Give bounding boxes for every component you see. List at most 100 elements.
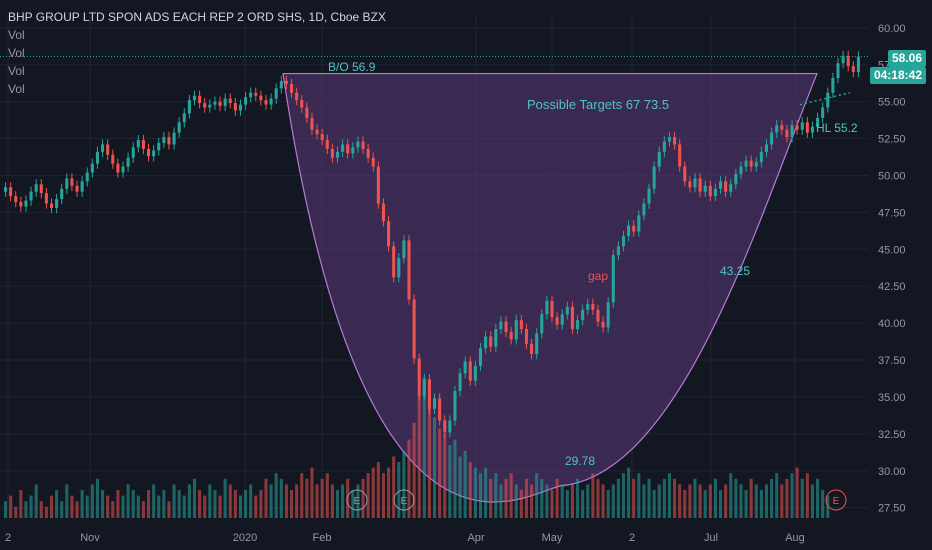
candle-body bbox=[65, 178, 69, 189]
y-tick-label: 60.00 bbox=[878, 23, 906, 35]
volume-bar bbox=[315, 484, 319, 518]
volume-bar bbox=[300, 473, 304, 518]
volume-bar bbox=[14, 506, 18, 518]
candle-body bbox=[775, 125, 779, 133]
study-label-vol[interactable]: Vol bbox=[8, 64, 25, 78]
candle-body bbox=[443, 420, 447, 433]
volume-bar bbox=[647, 478, 651, 518]
candle-body bbox=[9, 187, 13, 197]
candle-body bbox=[376, 166, 380, 204]
study-label-vol[interactable]: Vol bbox=[8, 82, 25, 96]
candle-body bbox=[249, 92, 253, 98]
candle-body bbox=[621, 235, 626, 247]
volume-bar bbox=[356, 484, 360, 518]
volume-bar bbox=[468, 462, 472, 518]
volume-bar bbox=[754, 484, 758, 518]
y-tick-label: 30.00 bbox=[878, 466, 906, 478]
candle-body bbox=[85, 172, 89, 182]
volume-bar bbox=[453, 439, 457, 518]
volume-bar bbox=[764, 484, 769, 518]
volume-bar bbox=[678, 484, 682, 518]
candle-body bbox=[596, 309, 600, 322]
candle-body bbox=[310, 117, 314, 130]
volume-bar bbox=[821, 490, 825, 518]
volume-bar bbox=[749, 478, 753, 518]
candle-body bbox=[177, 122, 181, 133]
y-tick-label: 50.00 bbox=[878, 170, 906, 182]
candle-body bbox=[361, 141, 365, 149]
volume-bar bbox=[770, 478, 774, 518]
volume-bar bbox=[75, 501, 79, 518]
volume-bar bbox=[581, 490, 585, 518]
volume-bar bbox=[550, 490, 554, 518]
volume-bar bbox=[39, 501, 43, 518]
volume-bar bbox=[131, 490, 135, 518]
candle-body bbox=[387, 221, 391, 247]
volume-bar bbox=[576, 478, 580, 518]
candle-body bbox=[739, 166, 743, 174]
candle-body bbox=[851, 66, 855, 73]
volume-bar bbox=[70, 495, 74, 518]
volume-bar bbox=[80, 490, 84, 518]
higher-low-label: HL 55.2 bbox=[816, 121, 858, 135]
study-label-vol[interactable]: Vol bbox=[8, 28, 25, 42]
candle-body bbox=[228, 98, 232, 104]
volume-bar bbox=[366, 473, 370, 518]
candle-body bbox=[49, 203, 54, 208]
volume-bar bbox=[509, 473, 513, 518]
x-tick-label: 2 bbox=[5, 532, 11, 544]
study-label-vol[interactable]: Vol bbox=[8, 46, 25, 60]
candle-body bbox=[126, 157, 130, 167]
candle-body bbox=[75, 185, 79, 192]
candle-body bbox=[514, 320, 518, 340]
volume-bar bbox=[494, 473, 498, 518]
candle-body bbox=[295, 92, 299, 101]
volume-bar bbox=[417, 394, 421, 518]
volume-bar bbox=[698, 484, 702, 518]
price-candles bbox=[4, 50, 860, 438]
candle-body bbox=[111, 154, 115, 164]
legend: BHP GROUP LTD SPON ADS EACH REP 2 ORD SH… bbox=[8, 8, 386, 98]
countdown-tag: 04:18:42 bbox=[869, 67, 926, 84]
volume-bar bbox=[65, 484, 69, 518]
candle-body bbox=[433, 398, 437, 409]
axes: 27.50 30.00 32.50 35.00 37.50 40.00 42.50 45.00… bbox=[5, 23, 906, 544]
candle-body bbox=[846, 55, 850, 67]
volume-bar bbox=[759, 490, 763, 518]
volume-bar bbox=[111, 501, 115, 518]
candle-body bbox=[80, 181, 84, 192]
volume-bar bbox=[458, 456, 462, 518]
y-tick-label: 55.00 bbox=[878, 97, 906, 109]
candle-body bbox=[489, 336, 493, 347]
x-tick-label: Nov bbox=[80, 532, 100, 544]
candle-body bbox=[836, 63, 840, 79]
candle-body bbox=[264, 100, 268, 105]
earnings-marker-label: E bbox=[354, 496, 361, 507]
volume-bar bbox=[284, 484, 288, 518]
targets-label: Possible Targets 67 73.5 bbox=[527, 97, 670, 112]
breakout-label: B/O 56.9 bbox=[328, 60, 376, 74]
candle-body bbox=[810, 126, 814, 133]
chart-title: BHP GROUP LTD SPON ADS EACH REP 2 ORD SH… bbox=[8, 10, 386, 24]
candle-body bbox=[519, 320, 523, 330]
higher-low-trend bbox=[799, 91, 851, 106]
candle-body bbox=[606, 302, 610, 328]
candle-body bbox=[366, 148, 370, 158]
candle-body bbox=[402, 240, 406, 259]
volume-bar bbox=[703, 490, 707, 518]
volume-bar bbox=[121, 495, 125, 518]
y-tick-label: 45.00 bbox=[878, 244, 906, 256]
volume-bar bbox=[305, 478, 309, 518]
earnings-marker-label: E bbox=[401, 496, 408, 507]
candle-body bbox=[131, 147, 135, 158]
candle-body bbox=[550, 300, 554, 318]
price-levels bbox=[0, 55, 868, 106]
candle-body bbox=[90, 163, 94, 173]
candle-body bbox=[29, 191, 33, 201]
volume-bar bbox=[427, 406, 431, 518]
y-tick-label: 47.50 bbox=[878, 207, 906, 219]
candle-body bbox=[708, 185, 712, 197]
candle-body bbox=[269, 98, 273, 105]
volume-bar bbox=[826, 495, 830, 518]
